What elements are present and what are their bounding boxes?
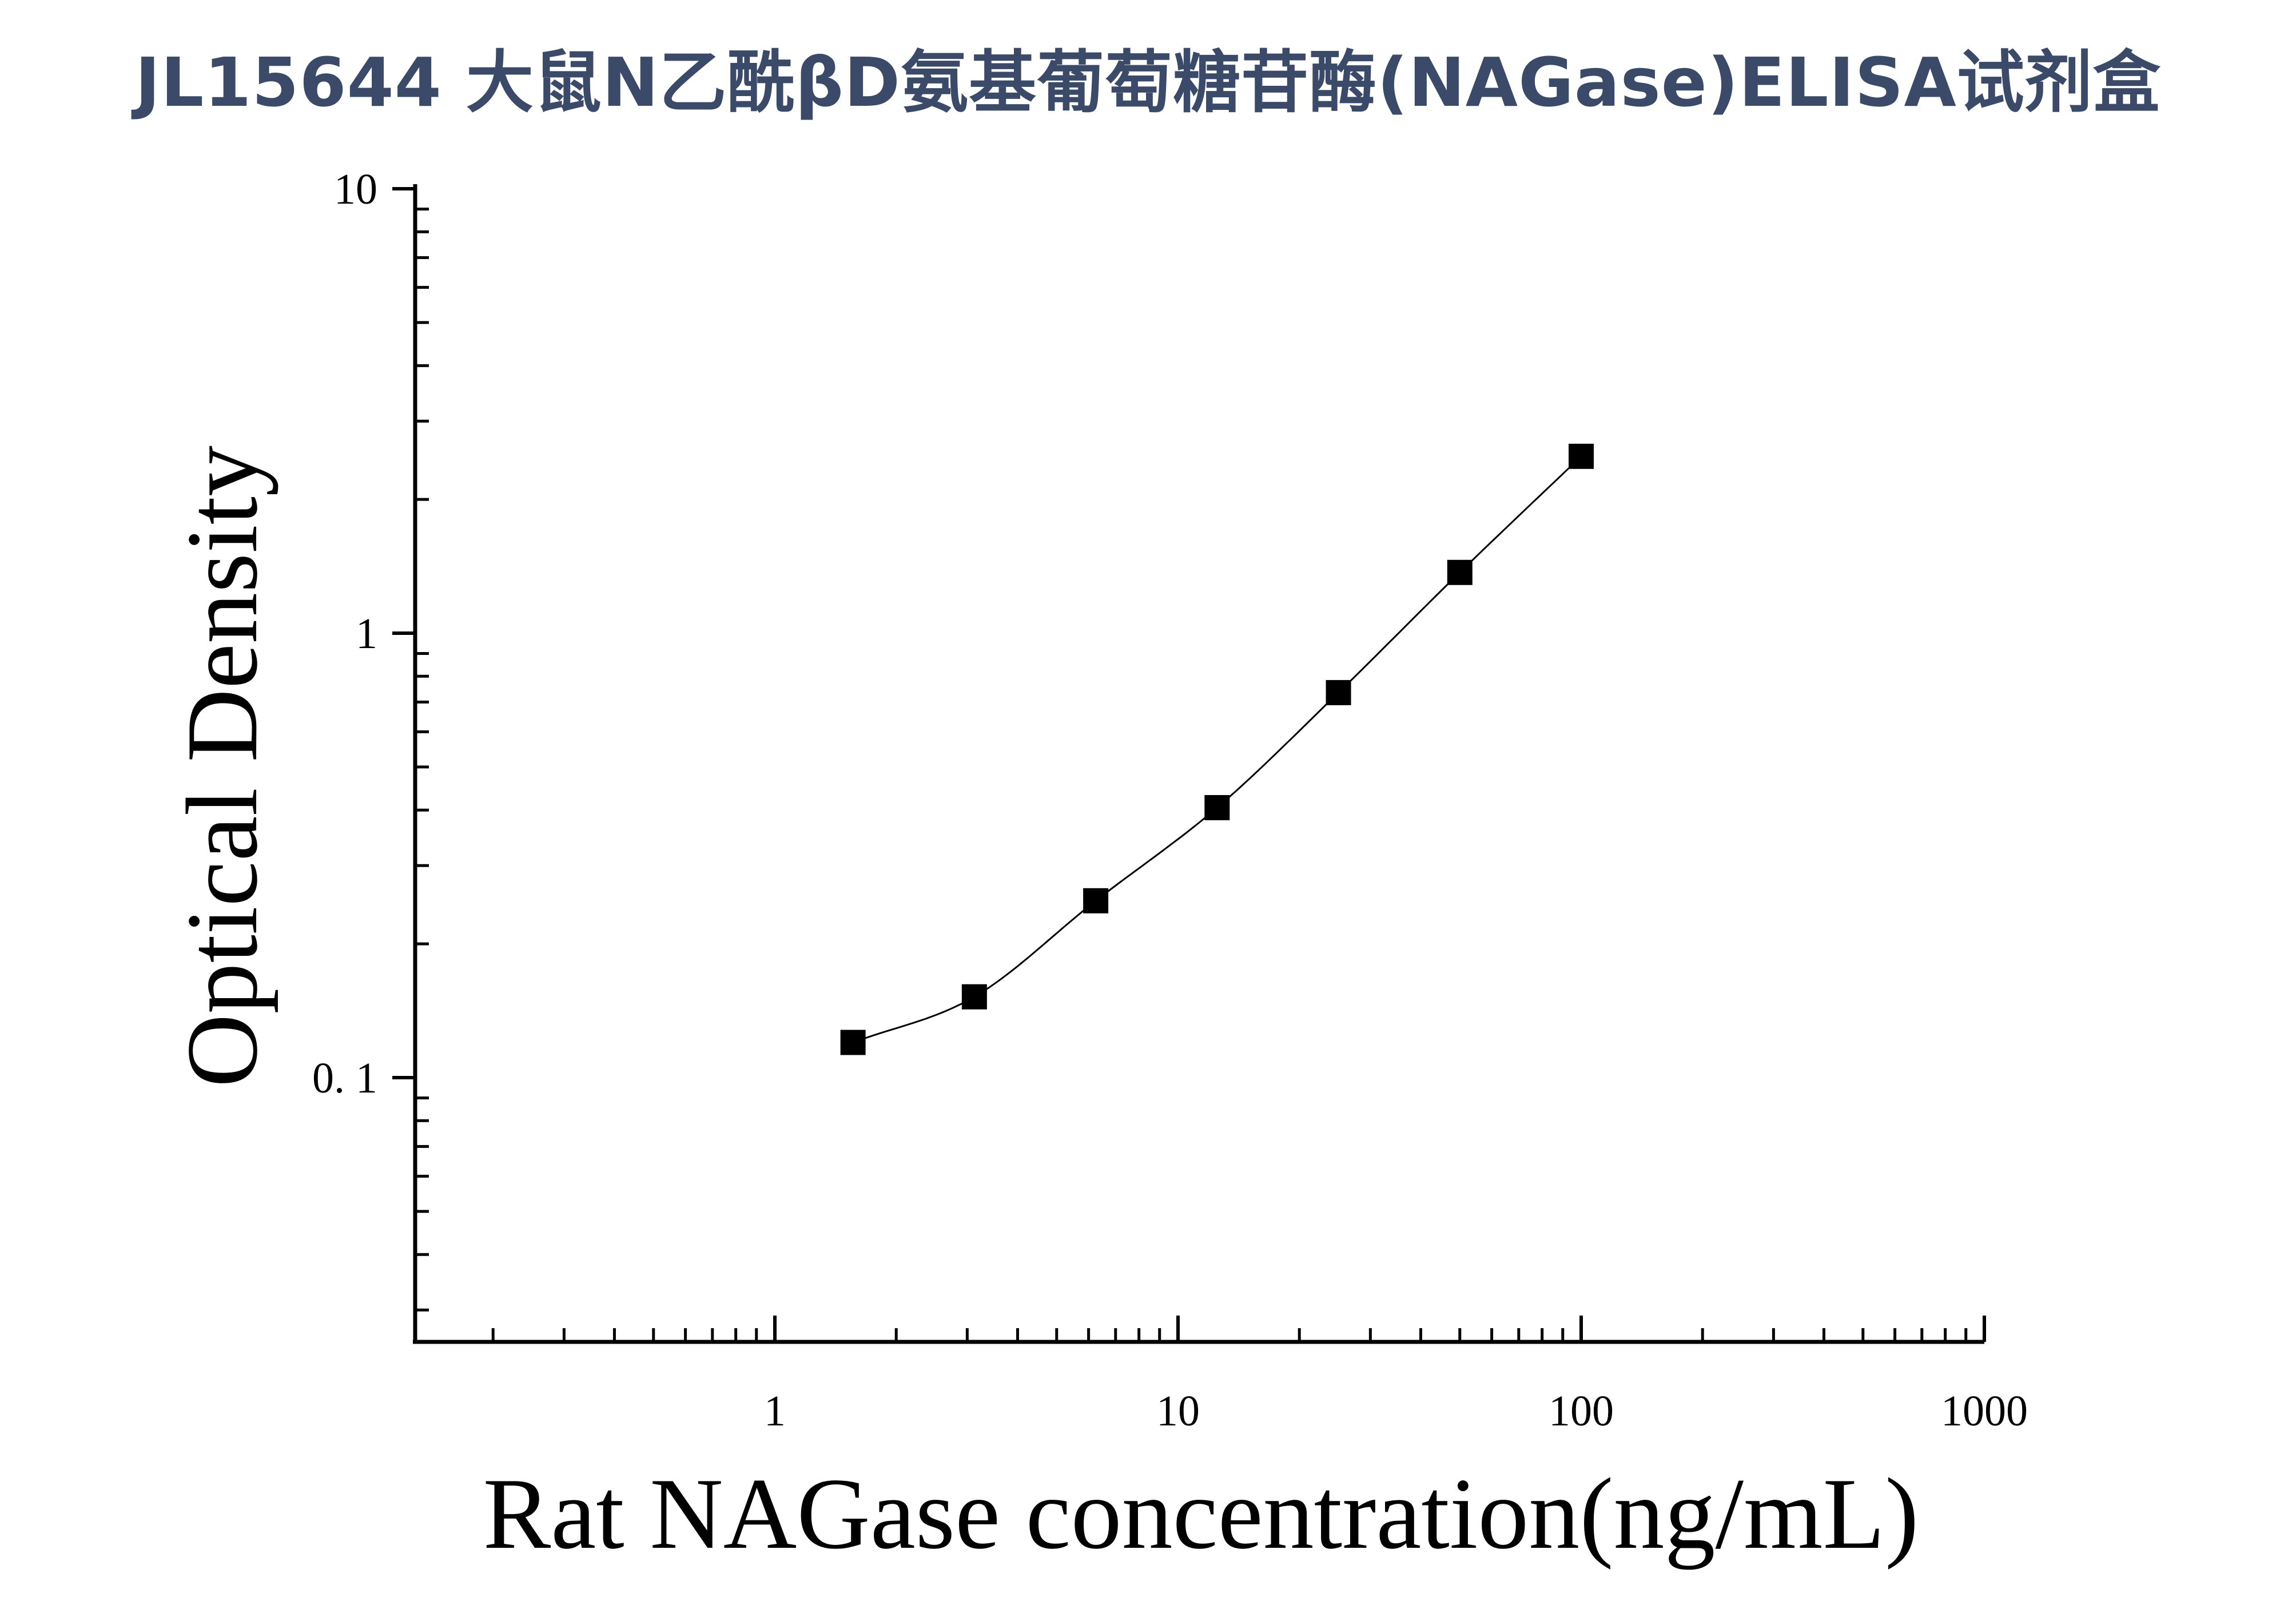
data-markers xyxy=(840,443,1594,1055)
major-ticks xyxy=(392,187,1986,1342)
x-tick-label: 1 xyxy=(764,1387,786,1435)
data-point-square xyxy=(1569,443,1594,469)
y-tick-label: 1 xyxy=(356,610,377,658)
minor-ticks xyxy=(415,208,1968,1342)
data-point-square xyxy=(1326,680,1351,705)
fit-curve xyxy=(853,455,1582,1043)
data-point-square xyxy=(1083,888,1109,913)
y-tick-label: 0. 1 xyxy=(312,1054,377,1102)
x-tick-label: 100 xyxy=(1549,1387,1614,1435)
y-axis-title: Optical Density xyxy=(165,446,278,1087)
x-tick-label: 10 xyxy=(1156,1387,1200,1435)
y-tick-label: 10 xyxy=(334,165,377,213)
tick-labels: 1 10 100 1000 0. 1 1 10 xyxy=(312,165,2028,1435)
data-point-square xyxy=(961,984,987,1010)
page-title: JL15644 大鼠N乙酰βD氨基葡萄糖苷酶(NAGase)ELISA试剂盒 xyxy=(135,43,2161,122)
x-axis-title: Rat NAGase concentration(ng/mL) xyxy=(483,1457,1919,1570)
data-point-square xyxy=(840,1030,866,1055)
x-tick-label: 1000 xyxy=(1941,1387,2028,1435)
data-point-square xyxy=(1204,795,1230,821)
data-point-square xyxy=(1447,559,1473,585)
